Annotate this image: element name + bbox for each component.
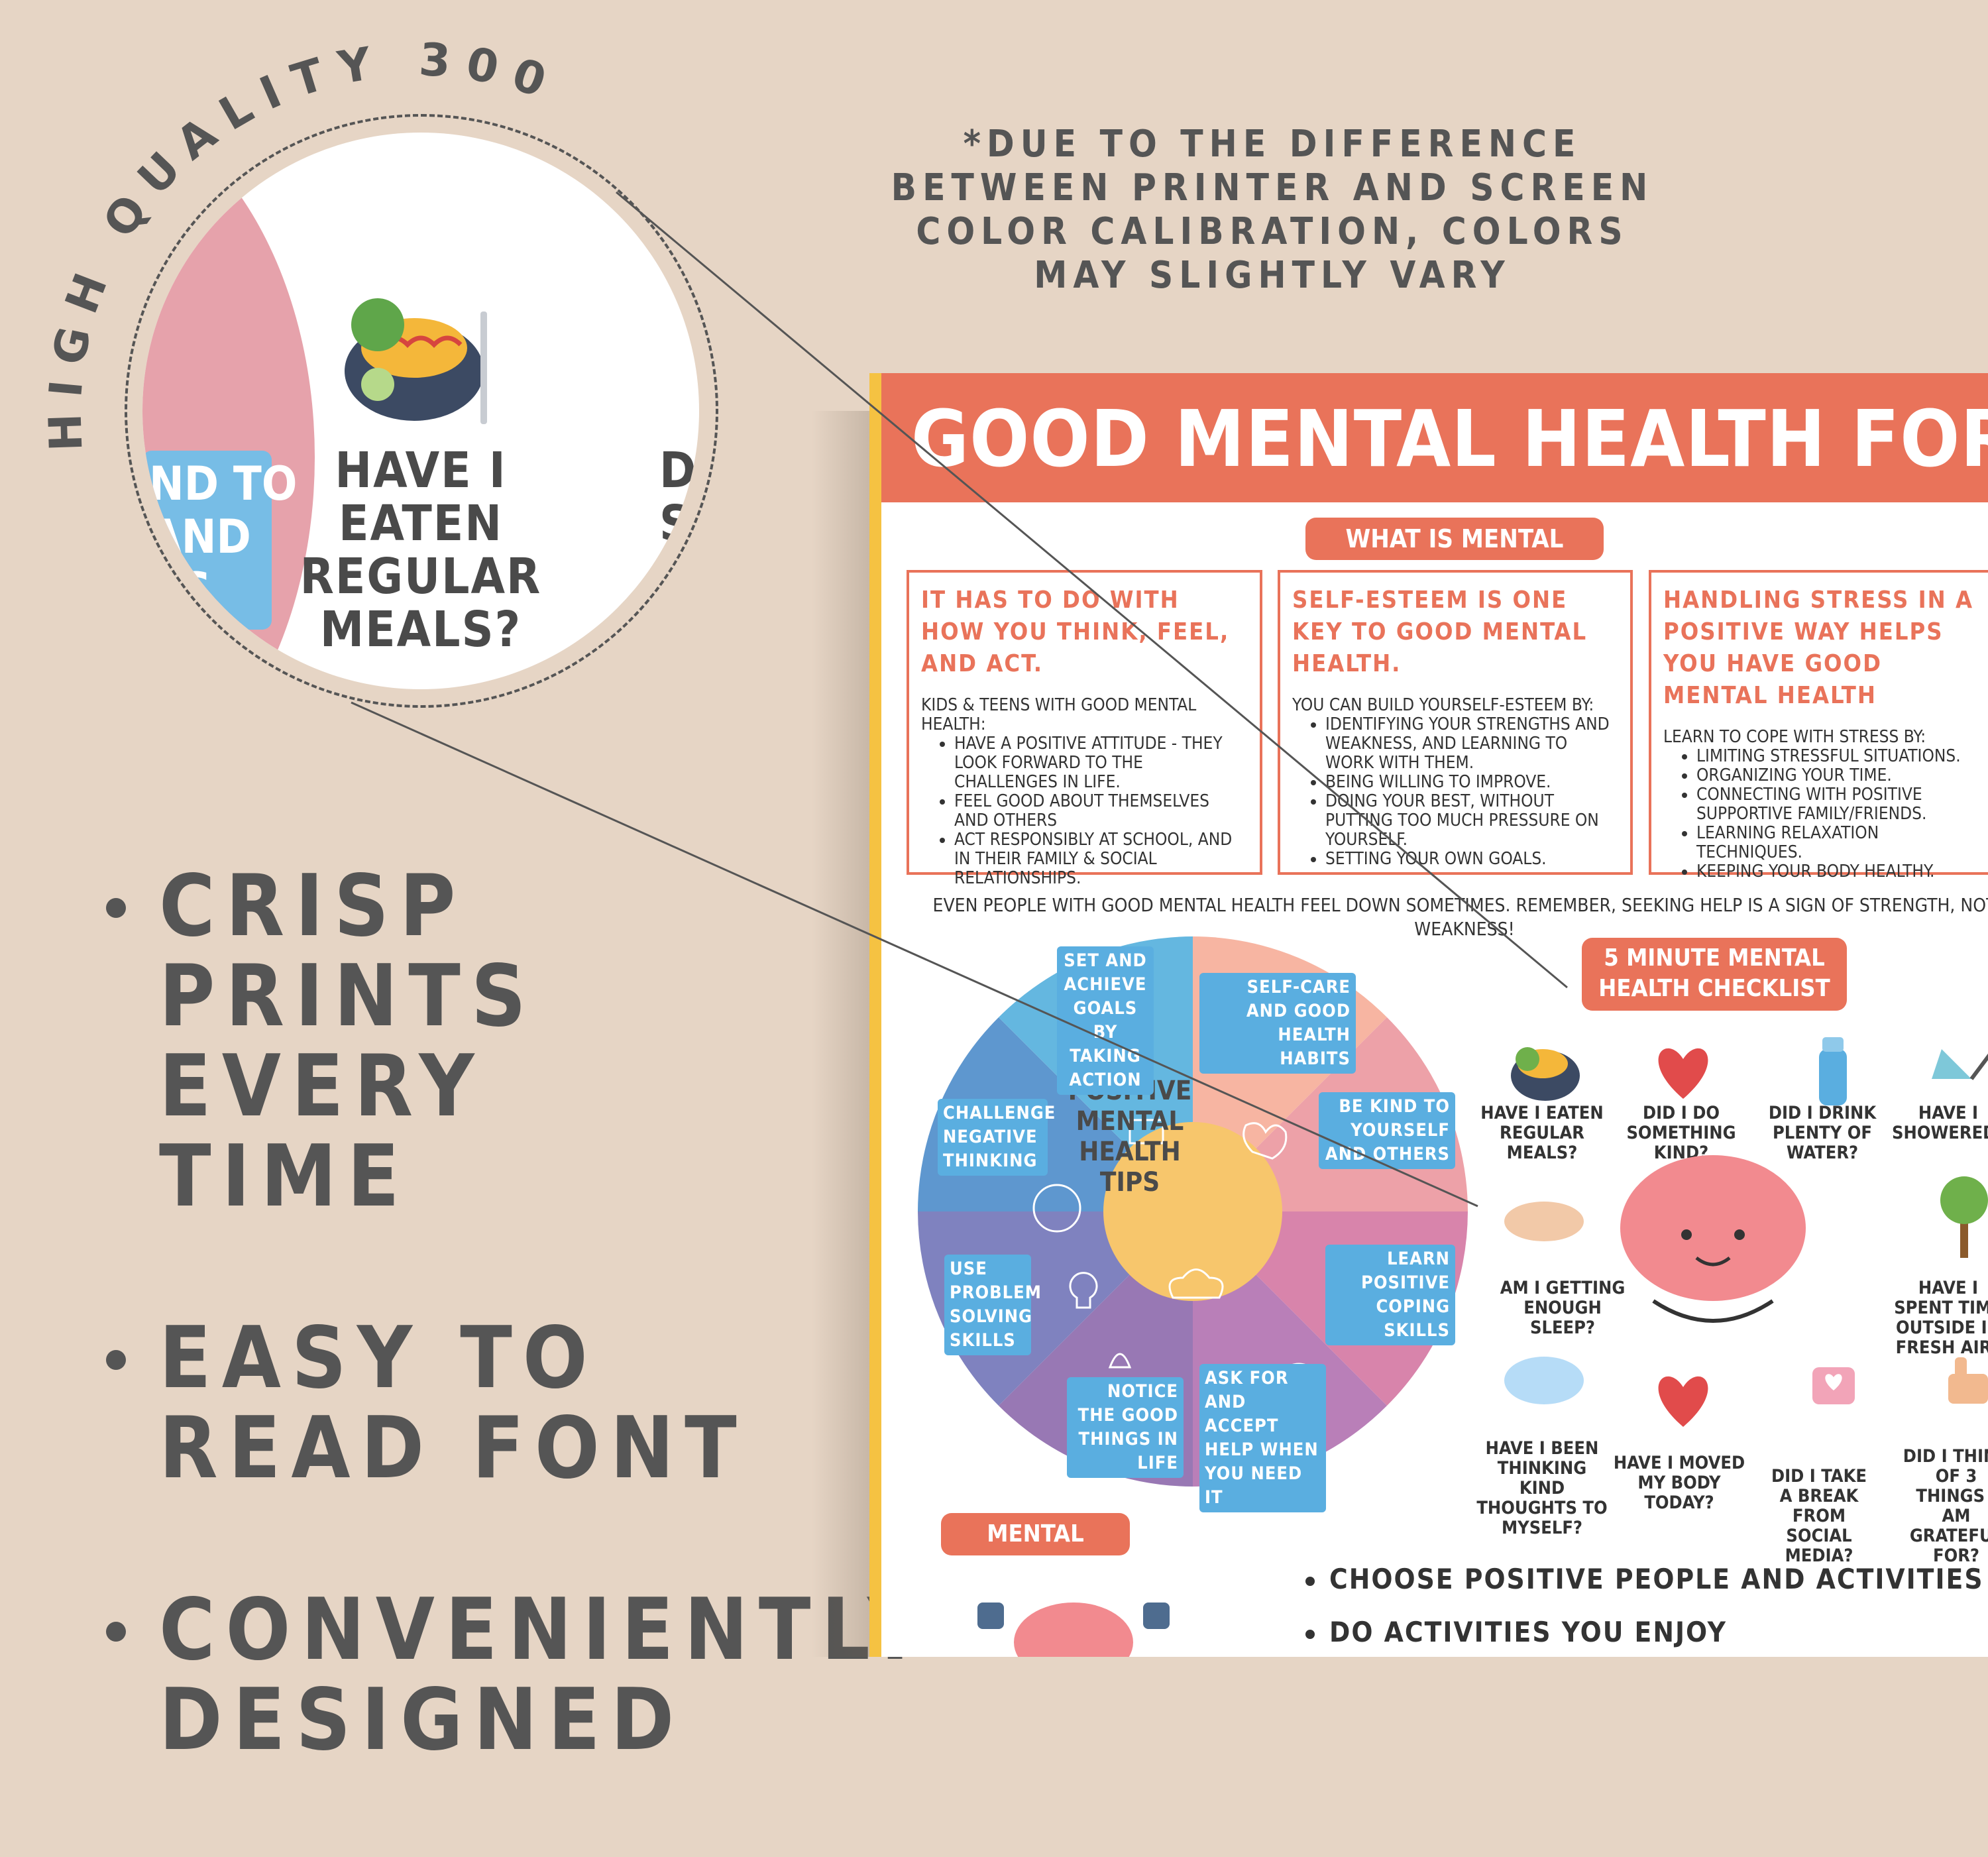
- bell-icon: [1108, 1353, 1132, 1369]
- list-item: BEING WILLING TO IMPROVE.: [1325, 773, 1618, 792]
- list-item: IDENTIFYING YOUR STRENGTHS AND WEAKNESS,…: [1325, 715, 1618, 773]
- list-item: ACT RESPONSIBLY AT SCHOOL, AND IN THEIR …: [954, 830, 1248, 888]
- magnifier-ring: [125, 114, 718, 708]
- checklist-item: HAVE I SPENT TIME OUTSIDE IN FRESH AIR?: [1894, 1278, 1988, 1358]
- list-item: FEEL GOOD ABOUT THEMSELVES AND OTHERS: [954, 792, 1248, 830]
- checklist-item: DID I DRINK PLENTY OF WATER?: [1768, 1103, 1877, 1163]
- heart-sketch-icon: [1242, 1122, 1288, 1160]
- box-heading: IT HAS TO DO WITH HOW YOU THINK, FEEL, A…: [921, 587, 1230, 677]
- scribble-icon: [1032, 1184, 1081, 1233]
- wheel-label: LEARN POSITIVE COPING SKILLS: [1325, 1245, 1455, 1345]
- checklist-item: HAVE I EATEN REGULAR MEALS?: [1480, 1103, 1604, 1163]
- wheel-label: CHALLENGE NEGATIVE THINKING: [938, 1099, 1055, 1176]
- tree-icon: [1940, 1176, 1988, 1258]
- clapperboard-icon: [1129, 1119, 1164, 1145]
- section-label: WHAT IS MENTAL HEALTH?: [1305, 518, 1604, 596]
- checklist-item: AM I GETTING ENOUGH SLEEP?: [1500, 1278, 1626, 1338]
- list-item: KEEPING YOUR BODY HEALTHY.: [1696, 862, 1979, 881]
- heartbeat-icon: [1658, 1376, 1708, 1427]
- checklist-illustrations: [1504, 1037, 1988, 1427]
- bullet-icon: [1305, 1629, 1315, 1639]
- feature-item: EASY TO READ FONT: [99, 1314, 749, 1494]
- social-like-icon: [1812, 1367, 1855, 1404]
- bullet-icon: [1305, 1576, 1315, 1586]
- checklist-item: DID I TAKE A BREAK FROM SOCIAL MEDIA?: [1771, 1466, 1867, 1566]
- checklist-item: HAVE I BEEN THINKING KIND THOUGHTS TO MY…: [1476, 1438, 1608, 1538]
- heart-icon: [1658, 1048, 1708, 1099]
- checklist-item: HAVE I SHOWERED?: [1892, 1103, 1988, 1143]
- bottom-bullet: DO ACTIVITIES YOU ENJOY: [1305, 1616, 1727, 1648]
- checklist-item: DID I THINK OF 3 THINGS I AM GRATEFUL FO…: [1903, 1446, 1988, 1566]
- bullet-icon: [106, 898, 126, 918]
- leader-lines: [351, 191, 1568, 1208]
- brain-dumbbell-icon: [977, 1603, 1170, 1657]
- poster-banner: GOOD MENTAL HEALTH FOR KIDS & TEENS: [881, 373, 1988, 502]
- wheel-label: ASK FOR AND ACCEPT HELP WHEN YOU NEED IT: [1199, 1364, 1326, 1512]
- wheel-label: NOTICE THE GOOD THINGS IN LIFE: [1067, 1377, 1184, 1478]
- info-box-stress: HANDLING STRESS IN A POSITIVE WAY HELPS …: [1649, 570, 1988, 881]
- poster: GOOD MENTAL HEALTH FOR KIDS & TEENS WHAT…: [869, 373, 1988, 1657]
- info-box-self-esteem: SELF-ESTEEM IS ONE KEY TO GOOD MENTAL HE…: [1278, 570, 1633, 875]
- list-item: ORGANIZING YOUR TIME.: [1696, 766, 1979, 785]
- bottom-bullet: CHOOSE POSITIVE PEOPLE AND ACTIVITIES: [1305, 1563, 1984, 1595]
- wheel-label: SET AND ACHIEVE GOALS BY TAKING ACTION: [1057, 946, 1154, 1095]
- thumbs-up-icon: [1948, 1357, 1988, 1404]
- wheel-label: USE PROBLEM SOLVING SKILLS: [944, 1255, 1041, 1355]
- box-intro: LEARN TO COPE WITH STRESS BY:: [1663, 727, 1926, 747]
- wheel-label: SELF-CARE AND GOOD HEALTH HABITS: [1199, 973, 1356, 1074]
- color-note: *DUE TO THE DIFFERENCE BETWEEN PRINTER A…: [891, 123, 1654, 297]
- tips-wheel: POSITIVE MENTAL HEALTH TIPS SET AND ACHI…: [908, 927, 1478, 1512]
- list-item: LIMITING STRESSFUL SITUATIONS.: [1696, 747, 1979, 766]
- water-bottle-icon: [1819, 1037, 1847, 1105]
- shower-icon: [1932, 1049, 1988, 1080]
- thought-cloud-icon: [1504, 1357, 1584, 1404]
- box-intro: YOU CAN BUILD YOURSELF-ESTEEM BY:: [1292, 695, 1594, 715]
- list-item: DOING YOUR BEST, WITHOUT PUTTING TOO MUC…: [1325, 792, 1618, 850]
- box-heading: SELF-ESTEEM IS ONE KEY TO GOOD MENTAL HE…: [1292, 587, 1588, 677]
- info-box-think: IT HAS TO DO WITH HOW YOU THINK, FEEL, A…: [907, 570, 1262, 888]
- list-item: LEARNING RELAXATION TECHNIQUES.: [1696, 824, 1979, 862]
- list-item: CONNECTING WITH POSITIVE SUPPORTIVE FAMI…: [1696, 785, 1979, 824]
- checklist-item: HAVE I MOVED MY BODY TODAY?: [1613, 1453, 1745, 1513]
- list-item: HAVE A POSITIVE ATTITUDE - THEY LOOK FOR…: [954, 734, 1248, 792]
- speech-cloud-icon: [1168, 1268, 1224, 1299]
- wheel-label: BE KIND TO YOURSELF AND OTHERS: [1319, 1092, 1455, 1169]
- wheel-graphic: [918, 936, 1468, 1487]
- list-item: SETTING YOUR OWN GOALS.: [1325, 850, 1618, 869]
- bullet-icon: [106, 1350, 126, 1370]
- box-intro: KIDS & TEENS WITH GOOD MENTAL HEALTH:: [921, 695, 1197, 734]
- checklist-title: 5 MINUTE MENTAL HEALTH CHECKLIST: [1582, 938, 1847, 1011]
- mental-health-label: MENTAL HEALTH: [941, 1513, 1130, 1590]
- bullet-icon: [106, 1622, 126, 1642]
- sleep-mask-icon: [1504, 1202, 1584, 1241]
- poster-title: GOOD MENTAL HEALTH FOR KIDS & TEENS: [911, 393, 1988, 484]
- feature-item: CRISP PRINTS EVERY TIME: [99, 862, 749, 1222]
- meal-plate-icon: [1511, 1047, 1580, 1101]
- box-heading: HANDLING STRESS IN A POSITIVE WAY HELPS …: [1663, 587, 1974, 709]
- lightbulb-icon: [1069, 1272, 1098, 1309]
- brain-meditating-icon: [1620, 1155, 1806, 1323]
